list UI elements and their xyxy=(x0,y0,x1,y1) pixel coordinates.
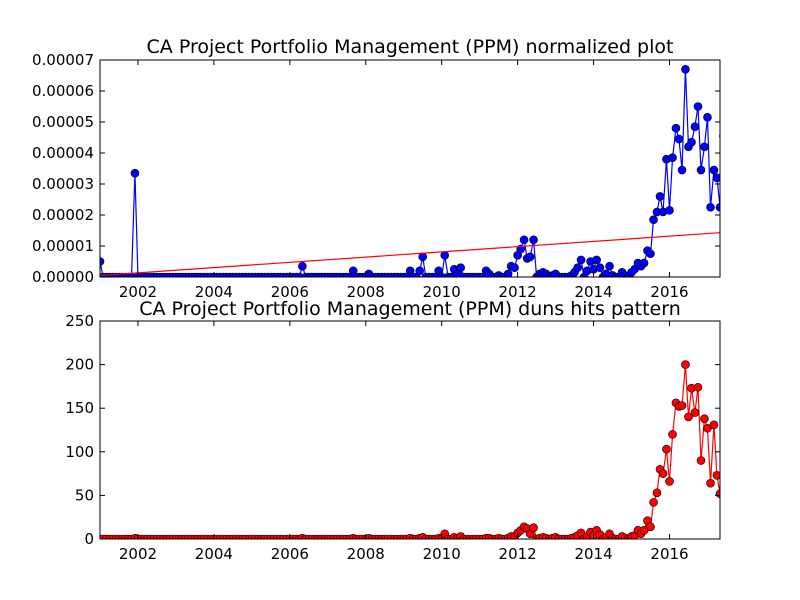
chart-title-normalized: CA Project Portfolio Management (PPM) no… xyxy=(147,36,674,58)
data-point xyxy=(677,401,687,410)
data-point xyxy=(681,360,690,369)
data-point xyxy=(655,192,665,201)
y-tick-label: 0.00001 xyxy=(32,237,94,255)
y-tick-label: 0 xyxy=(84,530,94,548)
x-tick-label: 2014 xyxy=(574,283,612,301)
data-point xyxy=(693,382,703,392)
data-point xyxy=(700,414,709,423)
y-tick-label: 0.00005 xyxy=(32,113,94,131)
data-point xyxy=(100,257,105,266)
data-point xyxy=(706,202,715,212)
x-tick-label: 2008 xyxy=(347,283,385,301)
data-point xyxy=(295,272,304,277)
normalized-plot-area: 2002 2004 2006 2008 2010 2012 2014 2016 0.00000 0… xyxy=(32,51,721,301)
data-point xyxy=(703,113,712,122)
data-point xyxy=(652,488,662,498)
data-point xyxy=(709,420,719,430)
data-point xyxy=(668,153,677,162)
data-point xyxy=(677,165,687,175)
data-point xyxy=(503,269,513,277)
y-tick-label: 200 xyxy=(65,356,94,374)
trend-line xyxy=(100,232,720,277)
y-tick-label: 100 xyxy=(65,443,94,461)
data-point xyxy=(646,522,655,532)
data-point xyxy=(665,477,674,486)
data-point xyxy=(646,249,655,259)
axes-frame xyxy=(99,59,721,278)
data-point xyxy=(418,252,428,262)
x-tick-label: 2006 xyxy=(271,283,309,301)
x-tick-label: 2012 xyxy=(499,283,537,301)
x-tick-label: 2006 xyxy=(271,545,309,563)
data-point xyxy=(446,272,456,277)
x-tick-label: 2010 xyxy=(423,545,461,563)
y-tick-label: 0.00004 xyxy=(32,144,94,162)
y-tick-label: 0.00006 xyxy=(32,82,94,100)
data-point xyxy=(712,471,720,480)
x-tick-label: 2004 xyxy=(195,545,233,563)
data-point xyxy=(510,263,519,273)
y-tick-label: 0.00003 xyxy=(32,175,94,193)
chart-title-duns-hits: CA Project Portfolio Management (PPM) du… xyxy=(139,298,681,320)
data-point xyxy=(605,261,614,271)
y-tick-label: 0.00000 xyxy=(32,268,94,286)
x-tick-label: 2016 xyxy=(650,545,688,563)
x-tick-label: 2012 xyxy=(499,545,537,563)
x-tick-label: 2008 xyxy=(347,545,385,563)
data-point xyxy=(573,263,582,273)
data-point xyxy=(298,261,307,271)
data-point xyxy=(706,478,715,488)
data-point xyxy=(649,215,658,224)
x-tick-label: 2002 xyxy=(119,283,157,301)
y-tick-label: 150 xyxy=(65,399,94,417)
data-point xyxy=(595,263,605,273)
data-point xyxy=(684,412,693,422)
data-point xyxy=(576,255,586,265)
data-point xyxy=(693,102,703,111)
data-point xyxy=(456,263,465,273)
data-point xyxy=(658,469,668,478)
data-point xyxy=(690,408,700,417)
data-point xyxy=(690,122,700,131)
data-point xyxy=(529,523,538,532)
data-point xyxy=(525,252,535,262)
x-tick-label: 2010 xyxy=(423,283,461,301)
data-point xyxy=(662,444,671,454)
y-tick-label: 0.00002 xyxy=(32,206,94,224)
data-point xyxy=(415,266,424,276)
data-point xyxy=(700,142,709,152)
data-point xyxy=(440,251,450,260)
axes-frame xyxy=(99,320,721,540)
data-point xyxy=(671,123,681,133)
data-point xyxy=(639,258,649,268)
y-tick-label: 250 xyxy=(65,312,94,330)
data-point xyxy=(519,235,529,245)
data-point xyxy=(668,430,677,439)
data-point xyxy=(712,173,720,183)
data-point xyxy=(687,137,696,147)
data-point xyxy=(674,134,684,144)
data-point xyxy=(696,456,706,465)
x-tick-label: 2004 xyxy=(195,283,233,301)
series-group xyxy=(100,65,720,277)
data-point xyxy=(681,65,690,74)
data-point xyxy=(665,206,674,215)
data-point xyxy=(529,235,538,245)
data-point xyxy=(696,165,706,175)
data-point xyxy=(709,165,719,175)
duns-hits-plot-area: 2002 2004 2006 2008 2010 2012 2014 2016 0 50 100 15… xyxy=(65,312,721,563)
y-tick-label: 50 xyxy=(75,486,94,504)
x-tick-label: 2014 xyxy=(574,545,612,563)
y-tick-label: 0.00007 xyxy=(32,51,94,69)
x-tick-label: 2016 xyxy=(650,283,688,301)
data-point xyxy=(649,498,658,507)
data-point xyxy=(715,202,720,212)
x-tick-label: 2002 xyxy=(119,545,157,563)
data-point xyxy=(592,255,601,265)
data-point xyxy=(130,168,140,178)
